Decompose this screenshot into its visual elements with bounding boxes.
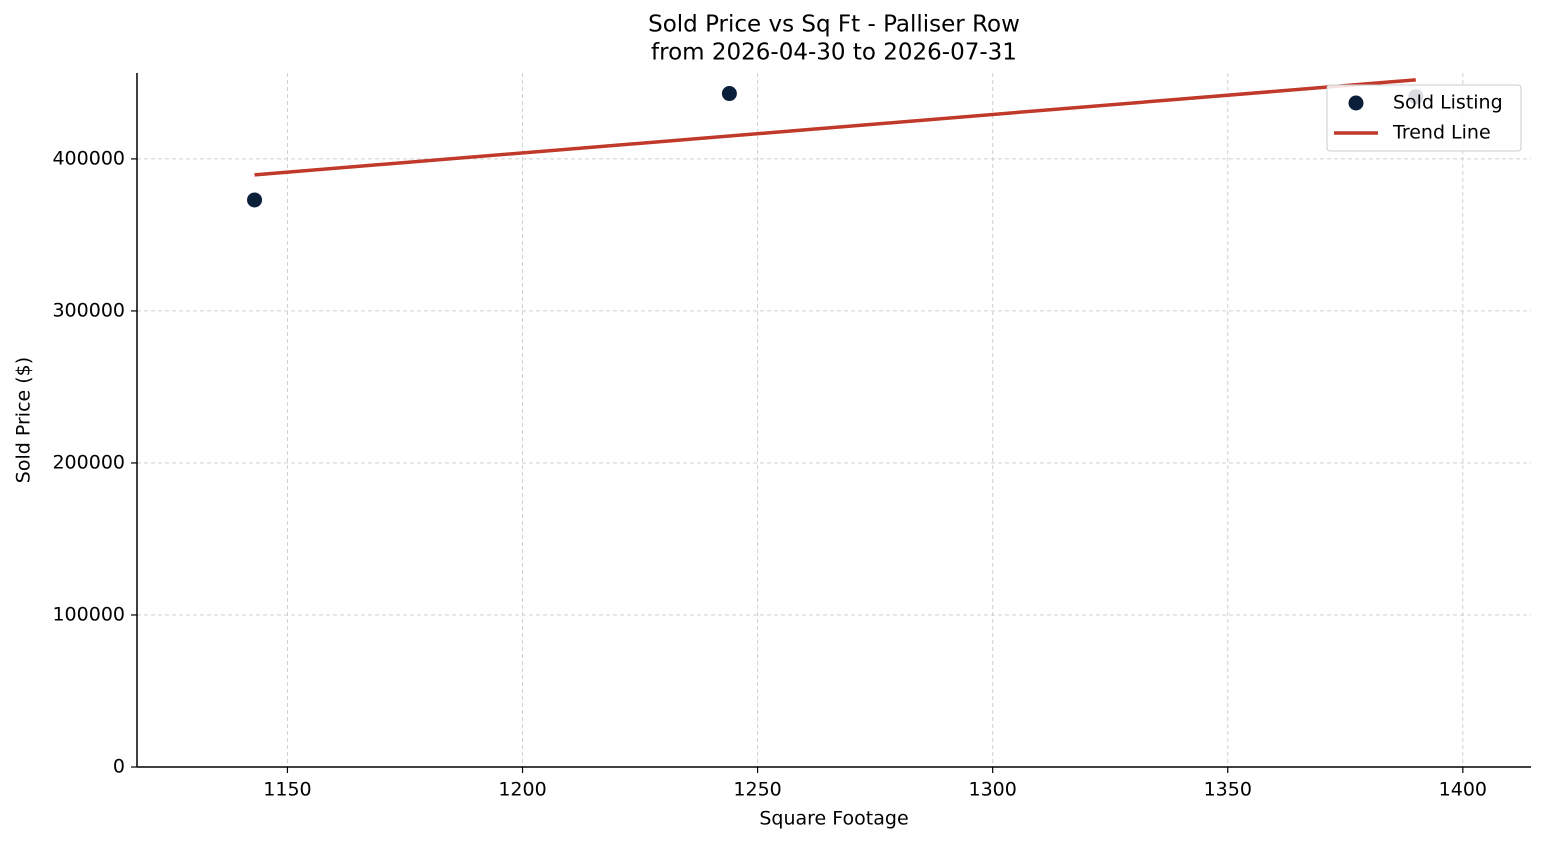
y-tick-label: 100000 xyxy=(52,603,125,625)
chart-subtitle: from 2026-04-30 to 2026-07-31 xyxy=(651,40,1017,66)
x-tick-label: 1400 xyxy=(1439,779,1487,801)
trend-line xyxy=(254,78,1416,177)
data-point xyxy=(721,86,737,102)
x-tick-label: 1250 xyxy=(733,779,781,801)
y-tick-label: 300000 xyxy=(52,299,125,321)
x-tick-label: 1200 xyxy=(498,779,546,801)
chart-title: Sold Price vs Sq Ft - Palliser Row xyxy=(648,12,1020,38)
legend-label: Sold Listing xyxy=(1393,92,1503,114)
data-point xyxy=(247,192,263,208)
y-tick-label: 400000 xyxy=(52,147,125,169)
legend-marker xyxy=(1348,95,1364,111)
x-tick-label: 1150 xyxy=(263,779,311,801)
x-axis-label: Square Footage xyxy=(759,808,908,830)
y-tick-label: 0 xyxy=(113,756,125,778)
x-tick-label: 1300 xyxy=(968,779,1016,801)
y-tick-label: 200000 xyxy=(52,451,125,473)
x-tick-label: 1350 xyxy=(1204,779,1252,801)
legend-label: Trend Line xyxy=(1392,122,1491,144)
y-axis-label: Sold Price ($) xyxy=(13,357,35,483)
